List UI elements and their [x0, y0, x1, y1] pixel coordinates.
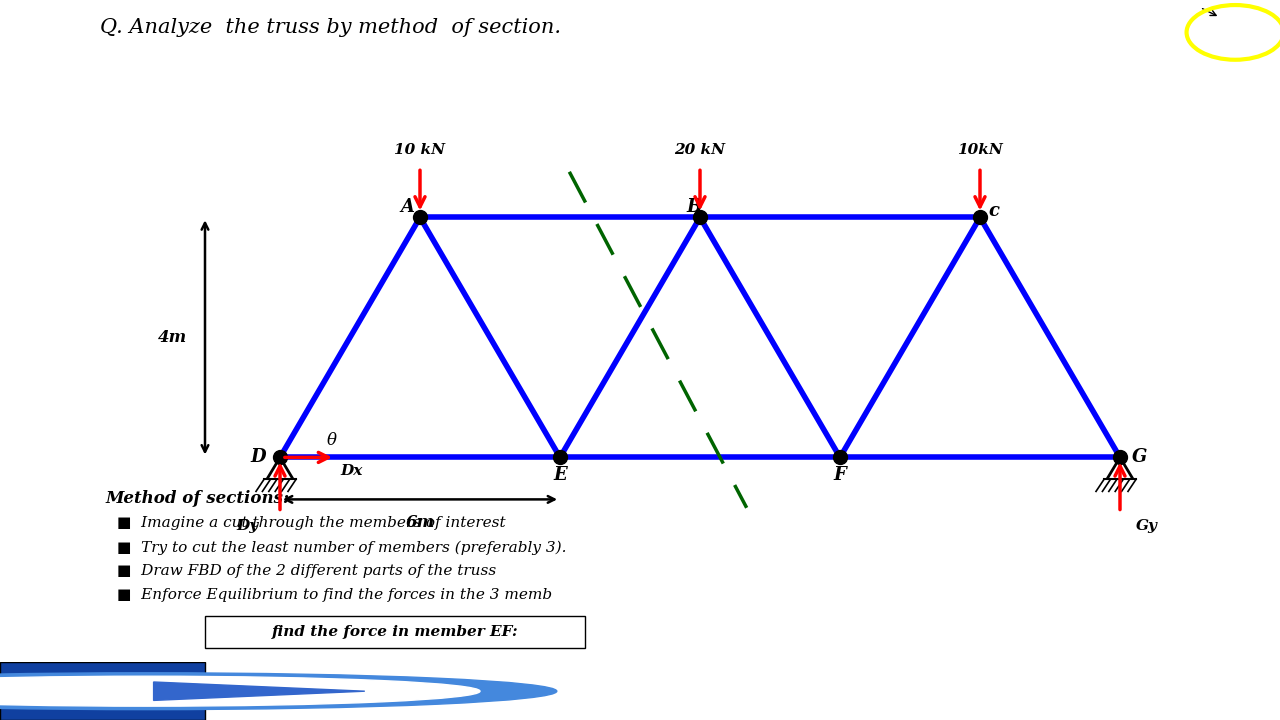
Text: O: O	[339, 683, 352, 698]
Circle shape	[0, 676, 480, 706]
Polygon shape	[154, 682, 365, 701]
Text: θ: θ	[326, 432, 337, 449]
Circle shape	[0, 672, 557, 710]
Text: Q. Analyze  the truss by method  of section.: Q. Analyze the truss by method of sectio…	[100, 18, 561, 37]
Text: 6m: 6m	[406, 514, 435, 531]
Text: D: D	[250, 449, 266, 467]
Text: 20 kN: 20 kN	[675, 143, 726, 158]
Text: ■  Imagine a cut through the members of interest: ■ Imagine a cut through the members of i…	[116, 516, 506, 531]
Text: Method of sections:: Method of sections:	[105, 490, 289, 508]
Text: 10 kN: 10 kN	[394, 143, 445, 158]
Text: F: F	[833, 467, 846, 485]
Text: SCREENCAST: SCREENCAST	[198, 683, 310, 698]
Text: G: G	[1133, 449, 1148, 467]
Text: 4m: 4m	[157, 329, 187, 346]
Text: E: E	[553, 467, 567, 485]
Text: MATIC: MATIC	[356, 683, 408, 698]
Text: Dy: Dy	[236, 519, 259, 534]
Text: find the force in member EF:: find the force in member EF:	[271, 626, 518, 639]
Text: Dx: Dx	[340, 464, 362, 478]
Text: ■  Enforce Equilibrium to find the forces in the 3 memb: ■ Enforce Equilibrium to find the forces…	[116, 588, 552, 603]
Text: RECORDED WITH: RECORDED WITH	[10, 677, 96, 685]
Text: c: c	[988, 202, 1000, 220]
Text: B: B	[686, 199, 701, 217]
Text: ■  Draw FBD of the 2 different parts of the truss: ■ Draw FBD of the 2 different parts of t…	[116, 564, 497, 578]
FancyBboxPatch shape	[0, 662, 205, 720]
Text: Gy: Gy	[1137, 519, 1158, 534]
Text: A: A	[399, 199, 413, 217]
Text: 10kN: 10kN	[957, 143, 1004, 158]
Text: ■  Try to cut the least number of members (preferably 3).: ■ Try to cut the least number of members…	[116, 541, 567, 555]
